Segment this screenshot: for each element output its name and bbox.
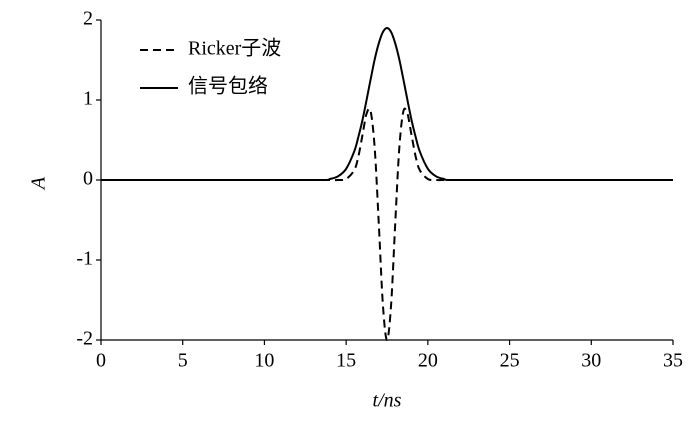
y-axis-label: A [28,176,50,191]
x-tick-label: 15 [336,350,356,372]
x-tick-label: 5 [178,350,188,372]
x-tick-label: 0 [96,350,106,372]
y-tick-label: 2 [83,8,93,30]
x-tick-label: 10 [254,350,274,372]
series-line [101,26,673,182]
x-axis-label: t/ns [373,390,402,412]
series-line [101,107,673,342]
y-tick-label: 0 [83,168,93,190]
y-tick-label: 1 [83,88,93,110]
y-tick-label: -2 [76,328,93,350]
legend-label: 信号包络 [188,75,268,98]
x-tick-label: 20 [418,350,438,372]
x-tick-label: 30 [581,350,601,372]
x-tick-label: 35 [663,350,683,372]
x-tick-label: 25 [500,350,520,372]
legend-label: Ricker子波 [188,37,281,60]
y-tick-label: -1 [76,248,93,270]
